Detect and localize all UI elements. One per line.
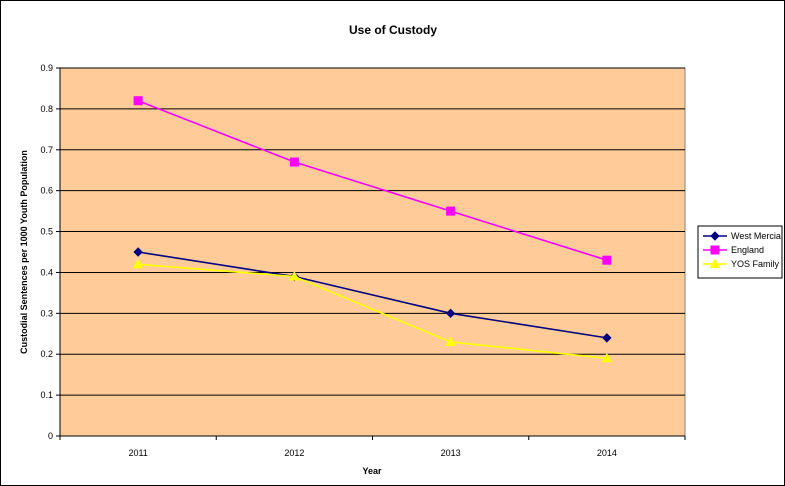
x-tick-label: 2013 <box>441 448 461 458</box>
y-tick-label: 0.7 <box>40 145 53 155</box>
data-point <box>132 258 144 269</box>
data-point <box>289 157 299 167</box>
legend: West Mercia England YOS Family <box>697 225 783 279</box>
series-line <box>137 99 608 261</box>
data-point <box>446 206 456 216</box>
data-point <box>133 247 143 257</box>
series-line <box>138 251 607 339</box>
y-tick-label: 0.8 <box>40 104 53 114</box>
series-yos-family <box>132 258 613 363</box>
y-tick-label: 0.5 <box>40 227 53 237</box>
chart-title: Use of Custody <box>349 23 437 37</box>
y-tick-label: 0.2 <box>40 349 53 359</box>
data-point <box>289 271 300 281</box>
x-axis: 2011 2012 2013 2014 <box>59 435 686 458</box>
legend-item: YOS Family <box>703 258 780 269</box>
data-point <box>601 352 613 363</box>
plot-area <box>59 67 686 437</box>
x-tick-label: 2011 <box>128 448 147 458</box>
x-tick-label: 2012 <box>284 448 304 458</box>
legend-label: YOS Family <box>731 259 780 269</box>
legend-item: West Mercia <box>703 231 781 241</box>
data-point <box>445 336 456 346</box>
series-layer <box>132 96 613 363</box>
grid-lines <box>60 67 685 396</box>
y-axis-label: Custodial Sentences per 1000 Youth Popul… <box>19 150 29 354</box>
legend-marker <box>710 231 720 241</box>
legend-marker <box>709 258 721 268</box>
y-axis: 0 0.1 0.2 0.3 0.4 0.5 0.6 0.7 0.8 0.9 <box>40 63 61 441</box>
y-tick-label: 0.3 <box>40 308 53 318</box>
x-tick-label: 2014 <box>597 448 617 458</box>
series-line <box>138 263 607 360</box>
y-tick-label: 0.6 <box>40 186 53 196</box>
legend-item: England <box>703 245 764 255</box>
y-tick-label: 0.9 <box>40 63 53 73</box>
legend-label: England <box>731 245 764 255</box>
data-point <box>602 255 612 265</box>
data-point <box>602 333 612 343</box>
series-england <box>133 96 612 265</box>
data-point <box>445 308 456 319</box>
legend-marker <box>710 245 720 255</box>
x-axis-label: Year <box>362 466 382 476</box>
data-point <box>133 96 143 106</box>
y-tick-label: 0 <box>48 431 53 441</box>
legend-label: West Mercia <box>731 231 781 241</box>
y-tick-label: 0.1 <box>40 390 53 400</box>
y-tick-label: 0.4 <box>40 267 53 277</box>
series-west-mercia <box>133 247 612 343</box>
